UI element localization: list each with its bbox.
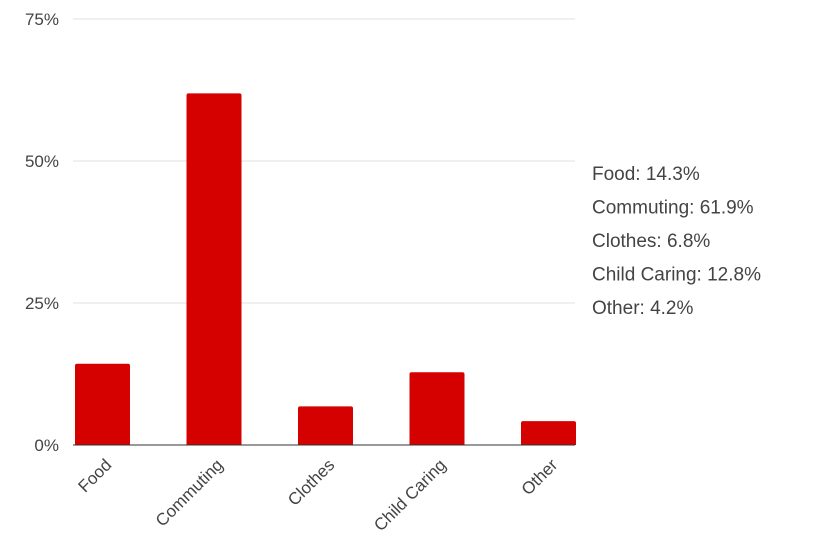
legend-entry: Other: 4.2% [592, 298, 693, 319]
gridlines [73, 18, 575, 304]
y-tick-label: 0% [34, 436, 59, 455]
legend-entry: Commuting: 61.9% [592, 198, 754, 219]
legend-entry: Food: 14.3% [592, 164, 700, 185]
legend-entry: Clothes: 6.8% [592, 231, 710, 252]
x-category-label: Clothes [284, 455, 338, 509]
bar-clothes [298, 406, 353, 445]
y-axis-tick-labels: 0% 25% 50% 75% [25, 10, 59, 455]
legend-entry: Child Caring: 12.8% [592, 265, 761, 286]
x-category-label: Commuting [152, 455, 227, 530]
bar-food [75, 363, 130, 445]
x-category-label: Child Caring [370, 455, 450, 535]
bars [75, 93, 576, 446]
x-category-label: Food [74, 455, 115, 496]
x-axis-category-labels: Food Commuting Clothes Child Caring Other [74, 455, 561, 535]
y-tick-label: 25% [25, 294, 59, 313]
bar-child-caring [409, 372, 465, 445]
y-tick-label: 75% [25, 10, 59, 29]
y-tick-label: 50% [25, 152, 59, 171]
x-category-label: Other [518, 455, 562, 499]
bar-commuting [186, 93, 242, 446]
legend: Food: 14.3% Commuting: 61.9% Clothes: 6.8%… [592, 164, 761, 319]
bar-other [521, 421, 576, 445]
